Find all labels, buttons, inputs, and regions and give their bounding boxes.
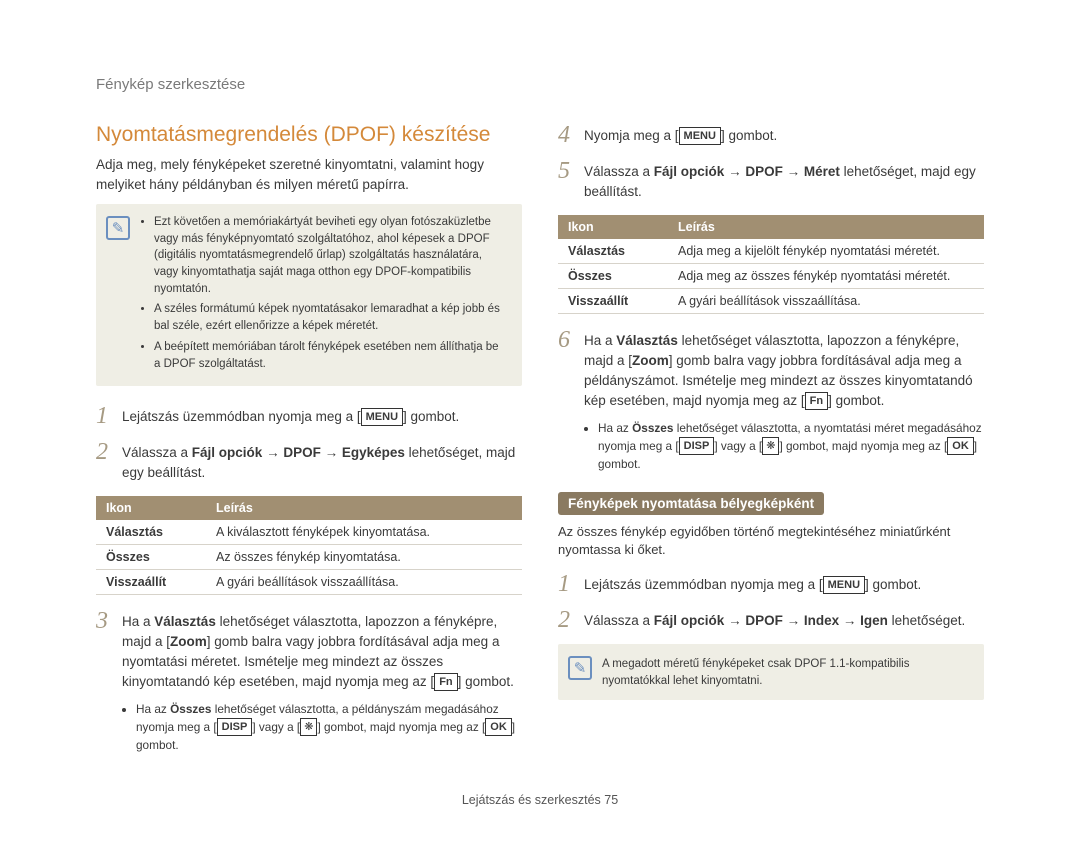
step-body: Ha a Választás lehetőséget választotta, … <box>584 328 984 412</box>
subsection-intro: Az összes fénykép egyidőben történő megt… <box>558 523 984 561</box>
note1-item: Ezt követően a memóriakártyát beviheti e… <box>154 214 508 297</box>
table-header: Leírás <box>668 215 984 239</box>
page-footer: Lejátszás és szerkesztés 75 <box>96 793 984 807</box>
step-3: 3 Ha a Választás lehetőséget választotta… <box>96 609 522 693</box>
step-body: Válassza a Fájl opciók → DPOF → Méret le… <box>584 159 984 203</box>
subsection-title: Fényképek nyomtatása bélyegképként <box>558 492 824 515</box>
note-icon: ✎ <box>106 216 130 240</box>
breadcrumb: Fénykép szerkesztése <box>96 76 984 93</box>
step-number: 4 <box>558 123 574 147</box>
table-row: VálasztásAdja meg a kijelölt fénykép nyo… <box>558 239 984 264</box>
options-table-left: Ikon Leírás VálasztásA kiválasztott fény… <box>96 496 522 595</box>
sub-step-2: 2 Válassza a Fájl opciók → DPOF → Index … <box>558 608 984 632</box>
step-1: 1 Lejátszás üzemmódban nyomja meg a [MEN… <box>96 404 522 428</box>
step-4: 4 Nyomja meg a [MENU] gombot. <box>558 123 984 147</box>
note-content: A megadott méretű fényképeket csak DPOF … <box>602 654 970 689</box>
step-number: 1 <box>96 404 112 428</box>
note1-item: A széles formátumú képek nyomtatásakor l… <box>154 301 508 334</box>
table-row: VisszaállítA gyári beállítások visszaáll… <box>96 569 522 594</box>
right-column: 4 Nyomja meg a [MENU] gombot. 5 Válassza… <box>558 123 984 767</box>
step-number: 2 <box>96 440 112 484</box>
step-2: 2 Válassza a Fájl opciók → DPOF → Egykép… <box>96 440 522 484</box>
step-body: Válassza a Fájl opciók → DPOF → Egyképes… <box>122 440 522 484</box>
section-intro: Adja meg, mely fényképeket szeretné kiny… <box>96 155 522 194</box>
ok-button-label: OK <box>947 437 974 455</box>
table-header: Leírás <box>206 496 522 520</box>
step-number: 2 <box>558 608 574 632</box>
macro-button-icon: ❋ <box>762 437 779 455</box>
note-icon: ✎ <box>568 656 592 680</box>
note-box-1: ✎ Ezt követően a memóriakártyát beviheti… <box>96 204 522 386</box>
table-row: ÖsszesAdja meg az összes fénykép nyomtat… <box>558 263 984 288</box>
sub-step-1: 1 Lejátszás üzemmódban nyomja meg a [MEN… <box>558 572 984 596</box>
left-column: Nyomtatásmegrendelés (DPOF) készítése Ad… <box>96 123 522 767</box>
table-row: VálasztásA kiválasztott fényképek kinyom… <box>96 520 522 545</box>
step-3-sub: Ha az Összes lehetőséget választotta, a … <box>122 701 522 755</box>
step-body: Válassza a Fájl opciók → DPOF → Index → … <box>584 608 965 632</box>
step-number: 1 <box>558 572 574 596</box>
table-header: Ikon <box>558 215 668 239</box>
step-number: 6 <box>558 328 574 412</box>
table-header: Ikon <box>96 496 206 520</box>
disp-button-label: DISP <box>679 437 715 455</box>
step-5: 5 Válassza a Fájl opciók → DPOF → Méret … <box>558 159 984 203</box>
options-table-right: Ikon Leírás VálasztásAdja meg a kijelölt… <box>558 215 984 314</box>
fn-button-label: Fn <box>805 392 828 410</box>
section-title: Nyomtatásmegrendelés (DPOF) készítése <box>96 123 522 147</box>
step-body: Nyomja meg a [MENU] gombot. <box>584 123 777 147</box>
menu-button-label: MENU <box>823 576 865 594</box>
fn-button-label: Fn <box>434 673 457 691</box>
ok-button-label: OK <box>485 718 512 736</box>
disp-button-label: DISP <box>217 718 253 736</box>
note1-item: A beépített memóriában tárolt fényképek … <box>154 339 508 372</box>
menu-button-label: MENU <box>361 408 403 426</box>
step-body: Lejátszás üzemmódban nyomja meg a [MENU]… <box>584 572 921 596</box>
table-row: VisszaállítA gyári beállítások visszaáll… <box>558 288 984 313</box>
step-6: 6 Ha a Választás lehetőséget választotta… <box>558 328 984 412</box>
note-box-2: ✎ A megadott méretű fényképeket csak DPO… <box>558 644 984 699</box>
step-body: Lejátszás üzemmódban nyomja meg a [MENU]… <box>122 404 459 428</box>
step-number: 5 <box>558 159 574 203</box>
step-body: Ha a Választás lehetőséget választotta, … <box>122 609 522 693</box>
step-6-sub: Ha az Összes lehetőséget választotta, a … <box>584 420 984 474</box>
menu-button-label: MENU <box>679 127 721 145</box>
step-number: 3 <box>96 609 112 693</box>
note-content: Ezt követően a memóriakártyát beviheti e… <box>140 214 508 376</box>
table-row: ÖsszesAz összes fénykép kinyomtatása. <box>96 544 522 569</box>
macro-button-icon: ❋ <box>300 718 317 736</box>
